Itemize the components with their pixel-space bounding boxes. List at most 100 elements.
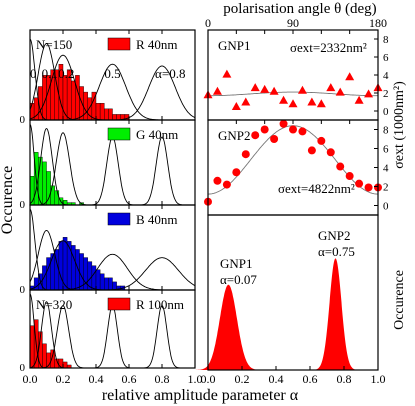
data-point-triangle xyxy=(222,69,232,78)
peak-alpha-label: α=0.07 xyxy=(220,272,257,287)
y-tick-label: 0 xyxy=(20,362,26,374)
data-point-triangle xyxy=(326,83,336,92)
alpha-label: 0.1 xyxy=(42,66,58,81)
legend-label: R 100nm xyxy=(136,297,184,312)
peak-label: GNP1 xyxy=(220,256,253,271)
data-point-circle xyxy=(345,172,354,181)
data-point-triangle xyxy=(307,97,317,106)
panel-frame xyxy=(29,289,196,369)
histogram-bar xyxy=(29,325,35,369)
data-point-circle xyxy=(326,148,335,157)
data-point-triangle xyxy=(212,86,222,95)
y-tick-label: 0 xyxy=(20,199,26,211)
histogram-bar xyxy=(42,161,47,206)
left-ylabel: Occurence xyxy=(0,166,16,234)
x-tick-label: 0.6 xyxy=(122,372,137,386)
alpha-label: 0.5 xyxy=(104,66,120,81)
top-xlabel: polarisation angle θ (deg) xyxy=(223,1,376,17)
count-label: N=320 xyxy=(36,297,72,312)
y-tick-label: 6 xyxy=(383,52,389,64)
data-point-circle xyxy=(336,162,345,171)
data-point-triangle xyxy=(354,95,364,104)
x-tick-label: 0.8 xyxy=(155,372,170,386)
x-tick-label: 0.0 xyxy=(23,372,38,386)
right-ylabel-top-text: σext (1000nm²) xyxy=(392,81,407,169)
data-point-triangle xyxy=(260,84,270,93)
data-point-triangle xyxy=(231,102,241,110)
data-point-circle xyxy=(213,176,222,185)
legend-swatch xyxy=(107,212,131,226)
histogram-bar xyxy=(66,241,72,291)
data-point-circle xyxy=(289,125,297,134)
histogram-bar xyxy=(116,114,121,121)
sigma-annotation: σext=4822nm² xyxy=(278,181,355,196)
histogram-bar xyxy=(99,273,105,291)
histogram-bar xyxy=(58,241,64,291)
y-tick-label: 4 xyxy=(383,70,389,82)
histogram-bar xyxy=(83,257,88,291)
data-point-circle xyxy=(317,136,326,145)
alpha-distribution-peak xyxy=(311,258,360,370)
alpha-label: 0.2 xyxy=(58,66,74,81)
peak-alpha-label: α=0.75 xyxy=(318,244,355,259)
y-tick-label: 2 xyxy=(383,88,389,100)
histogram-bar xyxy=(62,237,68,291)
x-tick-label: 0.2 xyxy=(235,372,250,386)
alpha-distribution-peak xyxy=(194,284,263,370)
histogram-bar xyxy=(46,171,51,206)
data-point-circle xyxy=(298,127,307,136)
data-point-circle xyxy=(307,146,316,155)
histogram-bar xyxy=(95,103,101,121)
histogram-bar xyxy=(29,176,35,206)
histogram-bar xyxy=(112,114,117,121)
legend-label: B 40nm xyxy=(136,212,178,227)
y-tick-label: 0 xyxy=(383,106,389,118)
sigma-annotation: σext=2332nm² xyxy=(290,40,367,55)
histogram-bar xyxy=(54,190,60,206)
legend-swatch xyxy=(107,127,131,141)
histogram-bar xyxy=(50,253,55,291)
data-point-circle xyxy=(270,135,279,143)
histogram-bar xyxy=(46,75,51,121)
data-point-circle xyxy=(279,119,288,128)
x-tick-label: 0.0 xyxy=(201,372,216,386)
y-tick-label: 6 xyxy=(383,144,389,156)
y-tick-label: 0 xyxy=(20,284,26,296)
legend-label: R 40nm xyxy=(136,37,178,52)
data-point-triangle xyxy=(297,85,307,94)
alpha-label: 0 xyxy=(30,66,37,81)
data-point-triangle xyxy=(250,83,260,92)
legend-swatch xyxy=(107,297,131,311)
x-tick-label: 1.0 xyxy=(371,372,386,386)
x-tick-label: 0.4 xyxy=(89,372,104,386)
panel-frame xyxy=(207,214,379,371)
right-ylabel-bottom: Occurence xyxy=(392,270,407,330)
y-tick-label: 8 xyxy=(383,125,389,137)
top-x-tick-label: 90 xyxy=(287,16,299,30)
histogram-bar xyxy=(42,343,47,369)
data-point-circle xyxy=(222,180,231,189)
histogram-bar xyxy=(99,103,105,121)
y-tick-label: 4 xyxy=(383,163,389,175)
histogram-bar xyxy=(104,108,109,121)
y-tick-label: 0 xyxy=(383,201,389,213)
x-tick-label: 0.8 xyxy=(337,372,352,386)
histogram-bar xyxy=(62,361,68,369)
x-tick-label: 0.4 xyxy=(269,372,284,386)
data-point-triangle xyxy=(269,86,279,95)
panel-label: GNP1 xyxy=(218,38,251,53)
peak-label: GNP2 xyxy=(318,228,351,243)
x-tick-label: 0.2 xyxy=(56,372,71,386)
data-point-circle xyxy=(251,131,260,140)
data-point-circle xyxy=(260,125,269,134)
histogram-bar xyxy=(108,277,113,291)
alpha-label: α=0.8 xyxy=(155,66,185,81)
data-point-circle xyxy=(241,150,250,159)
histogram-bar xyxy=(83,91,88,121)
panel-label: GNP2 xyxy=(218,128,251,143)
histogram-bar xyxy=(91,265,97,291)
data-point-triangle xyxy=(345,72,355,81)
histogram-bar xyxy=(42,265,47,291)
